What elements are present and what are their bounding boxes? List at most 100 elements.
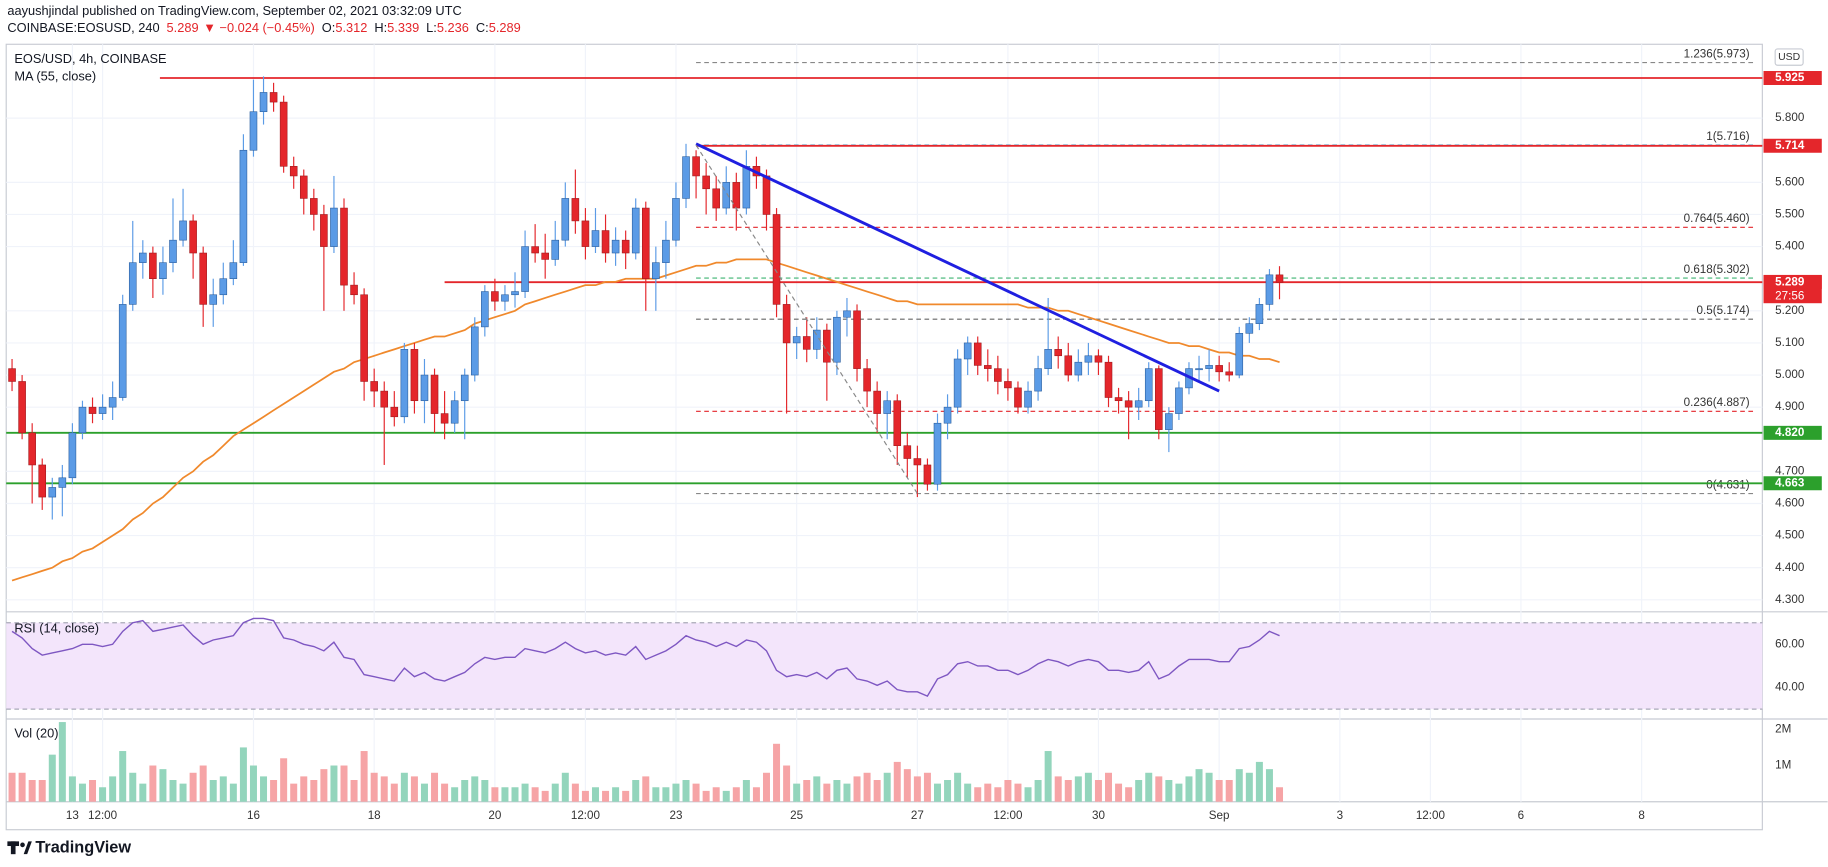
volume-bar [642,776,650,802]
y-tick-label: 5.600 [1775,175,1805,188]
volume-bar [913,776,921,802]
fib-label: 0.618(5.302) [1684,263,1750,276]
x-tick-label: 12:00 [993,809,1023,822]
volume-bar [873,780,881,802]
volume-bar [1175,783,1183,802]
candle-body [310,198,318,215]
volume-bar [229,783,237,802]
volume-bar [843,783,851,802]
candle-body [1114,397,1123,402]
fib-diagonal [695,144,918,494]
candle-body [219,278,228,296]
candle-body [460,374,469,402]
volume-bar [290,783,298,802]
fib-label: 1.236(5.973) [1684,48,1750,61]
fib-label: 0.764(5.460) [1684,212,1750,225]
candle-body [672,198,680,241]
ohlc-value: 5.339 [387,21,419,36]
volume-bar [752,787,760,802]
ohlc-value: 5.312 [335,21,367,36]
vol-legend: Vol (20) [14,726,58,741]
volume-bar [712,787,720,802]
volume-bar [501,787,509,802]
candle-body [561,198,570,241]
volume-bar [179,783,187,802]
published: aayushjindal published on TradingView.co… [7,3,461,18]
volume-bar [1145,772,1153,802]
volume-bar [813,776,821,802]
volume-bar [380,776,388,802]
volume-bar [300,776,308,802]
candle-body [360,294,368,382]
candle-body [18,381,26,434]
candle-body [913,458,922,466]
volume-bar [68,776,76,802]
candle-body [571,198,580,222]
volume-bar [28,780,36,802]
x-tick-label: 12:00 [1416,809,1446,822]
volume-bar [954,772,962,802]
candle-body [923,464,932,485]
rsi-tick-label: 60.00 [1775,637,1805,650]
x-tick-label: 23 [669,809,682,822]
volume-bar [481,780,489,802]
candle-body [340,207,348,286]
candle-body [1245,323,1254,334]
candle-body [943,406,952,424]
volume-bar [249,765,257,802]
volume-bar [189,772,197,802]
candle-body [1104,361,1113,398]
candle-body [1124,400,1133,408]
currency-box[interactable] [1774,48,1804,66]
candle-body [692,156,700,177]
volume-bar [159,769,167,802]
candle-body [641,207,650,279]
candle-body [511,291,519,296]
price-tag [1763,138,1822,153]
volume-bar [934,783,941,802]
x-tick-label: 8 [1638,809,1644,822]
candle-body [139,252,147,263]
candle-body [893,400,902,446]
candle-body [501,294,509,302]
price-tag-label: 5.714 [1775,139,1805,152]
candle-body [1094,355,1103,363]
candle-body [400,349,409,418]
x-tick-label: 6 [1518,809,1524,822]
candle-body [1014,387,1022,408]
volume-bar [209,780,217,802]
chart-title: EOS/USD, 4h, COINBASE [14,51,166,66]
volume-bar [48,754,56,802]
candle-body [179,220,187,241]
candle-body [159,262,167,279]
volume-bar [360,751,368,802]
candle-body [350,284,358,296]
vol-tick-label: 2M [1775,722,1791,735]
candle-body [843,310,851,318]
volume-bar [1014,783,1022,802]
candle-body [88,406,97,414]
rsi-line [11,617,1280,698]
y-tick-label: 5.400 [1775,240,1805,253]
volume-bar [602,790,610,802]
volume-bar [793,783,801,802]
candle-body [481,291,489,328]
candle-body [802,336,811,350]
volume-bar [652,787,660,802]
candle-body [249,111,258,151]
volume-bar [722,790,730,802]
ohlc-value: 5.289 [489,21,521,36]
candle-body [631,207,640,254]
candle-body [1225,371,1234,376]
volume-bar [672,783,680,802]
fib-label: 0.236(4.887) [1684,396,1750,409]
volume-bar [732,787,740,802]
price-tag-label: 4.820 [1775,426,1804,439]
y-tick-label: 5.500 [1775,208,1805,221]
volume-bar [1185,776,1193,802]
volume-bar [531,787,539,802]
candle-body [38,464,47,498]
volume-bar [390,783,398,802]
candle-body [953,358,962,408]
